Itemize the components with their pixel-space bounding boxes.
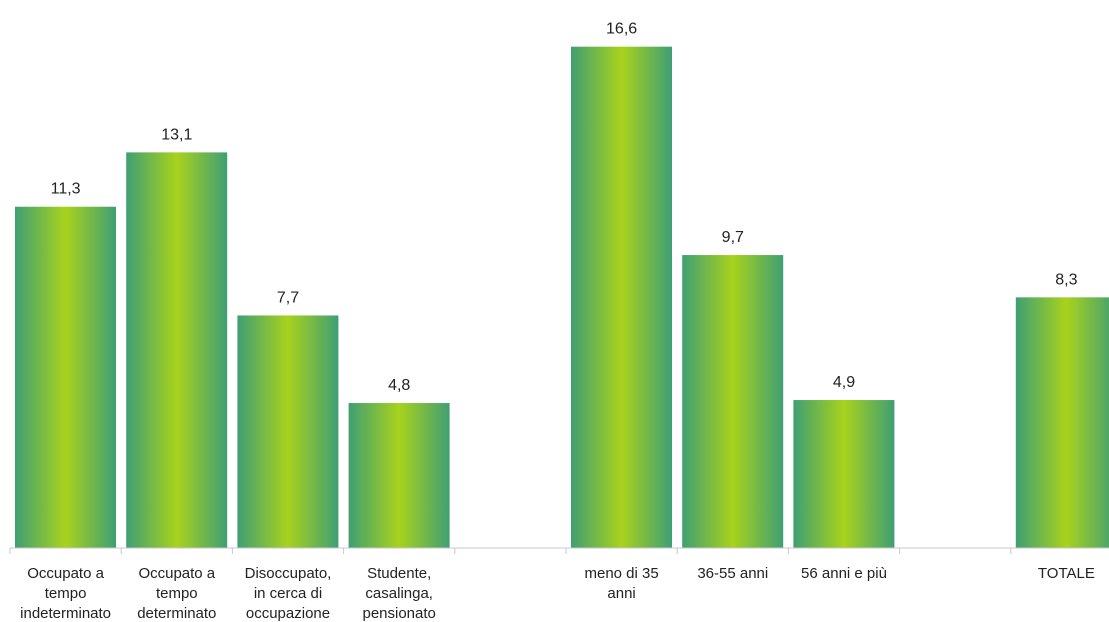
bar [126, 152, 228, 548]
x-tick-labels: Occupato a tempo indeterminato Occupato a te… [20, 565, 1095, 622]
bar-value-label: 4,9 [833, 374, 855, 391]
x-tick-label: 56 anni e più [801, 565, 887, 582]
bar [571, 46, 672, 549]
bar [348, 403, 450, 548]
x-tick-label-line: tempo [45, 585, 87, 602]
bar-value-label: 4,8 [388, 377, 410, 394]
bars-layer [15, 46, 1109, 549]
bar-value-label: 16,6 [606, 21, 637, 38]
x-tick-label-line: determinato [137, 605, 216, 622]
bar [682, 255, 784, 548]
bar-value-label: 11,3 [51, 181, 81, 198]
x-tick-label-line: Occupato a [27, 565, 104, 582]
x-tick-label-line: casalinga, [365, 585, 433, 602]
x-tick-label-line: anni [607, 585, 635, 602]
x-axis [9, 547, 1109, 554]
x-tick-label-line: Disoccupato, [245, 565, 332, 582]
bar [237, 315, 339, 548]
x-tick-label-line: indeterminato [20, 605, 111, 622]
x-tick-label-line: Occupato a [138, 565, 215, 582]
x-tick-label-line: 36-55 anni [697, 565, 768, 582]
bar-value-label: 13,1 [161, 126, 192, 143]
x-tick-label-line: Studente, [367, 565, 431, 582]
x-tick-label: 36-55 anni [697, 565, 768, 582]
x-tick-label: Occupato a tempo determinato [137, 565, 216, 622]
bar [793, 400, 895, 548]
x-tick-label-line: TOTALE [1038, 565, 1095, 582]
x-tick-label: TOTALE [1038, 565, 1095, 582]
x-tick-label-line: meno di 35 [584, 565, 658, 582]
x-tick-label-line: 56 anni e più [801, 565, 887, 582]
x-tick-label-line: occupazione [246, 605, 330, 622]
x-tick-label-line: tempo [156, 585, 198, 602]
bar-value-label: 9,7 [722, 229, 744, 246]
x-tick-label: Occupato a tempo indeterminato [20, 565, 111, 622]
x-tick-label-line: in cerca di [254, 585, 322, 602]
x-tick-label-line: pensionato [362, 605, 435, 622]
bar-value-label: 8,3 [1055, 271, 1077, 288]
bar [15, 206, 116, 549]
x-tick-label: meno di 35 anni [584, 565, 658, 602]
value-labels-layer: 11,3 13,1 7,7 4,8 16,6 9,7 4,9 8,3 [51, 21, 1078, 394]
x-tick-label: Studente, casalinga, pensionato [362, 565, 435, 622]
bar-value-label: 7,7 [277, 289, 299, 306]
bar [1015, 297, 1109, 548]
x-tick-label: Disoccupato, in cerca di occupazione [245, 565, 332, 622]
